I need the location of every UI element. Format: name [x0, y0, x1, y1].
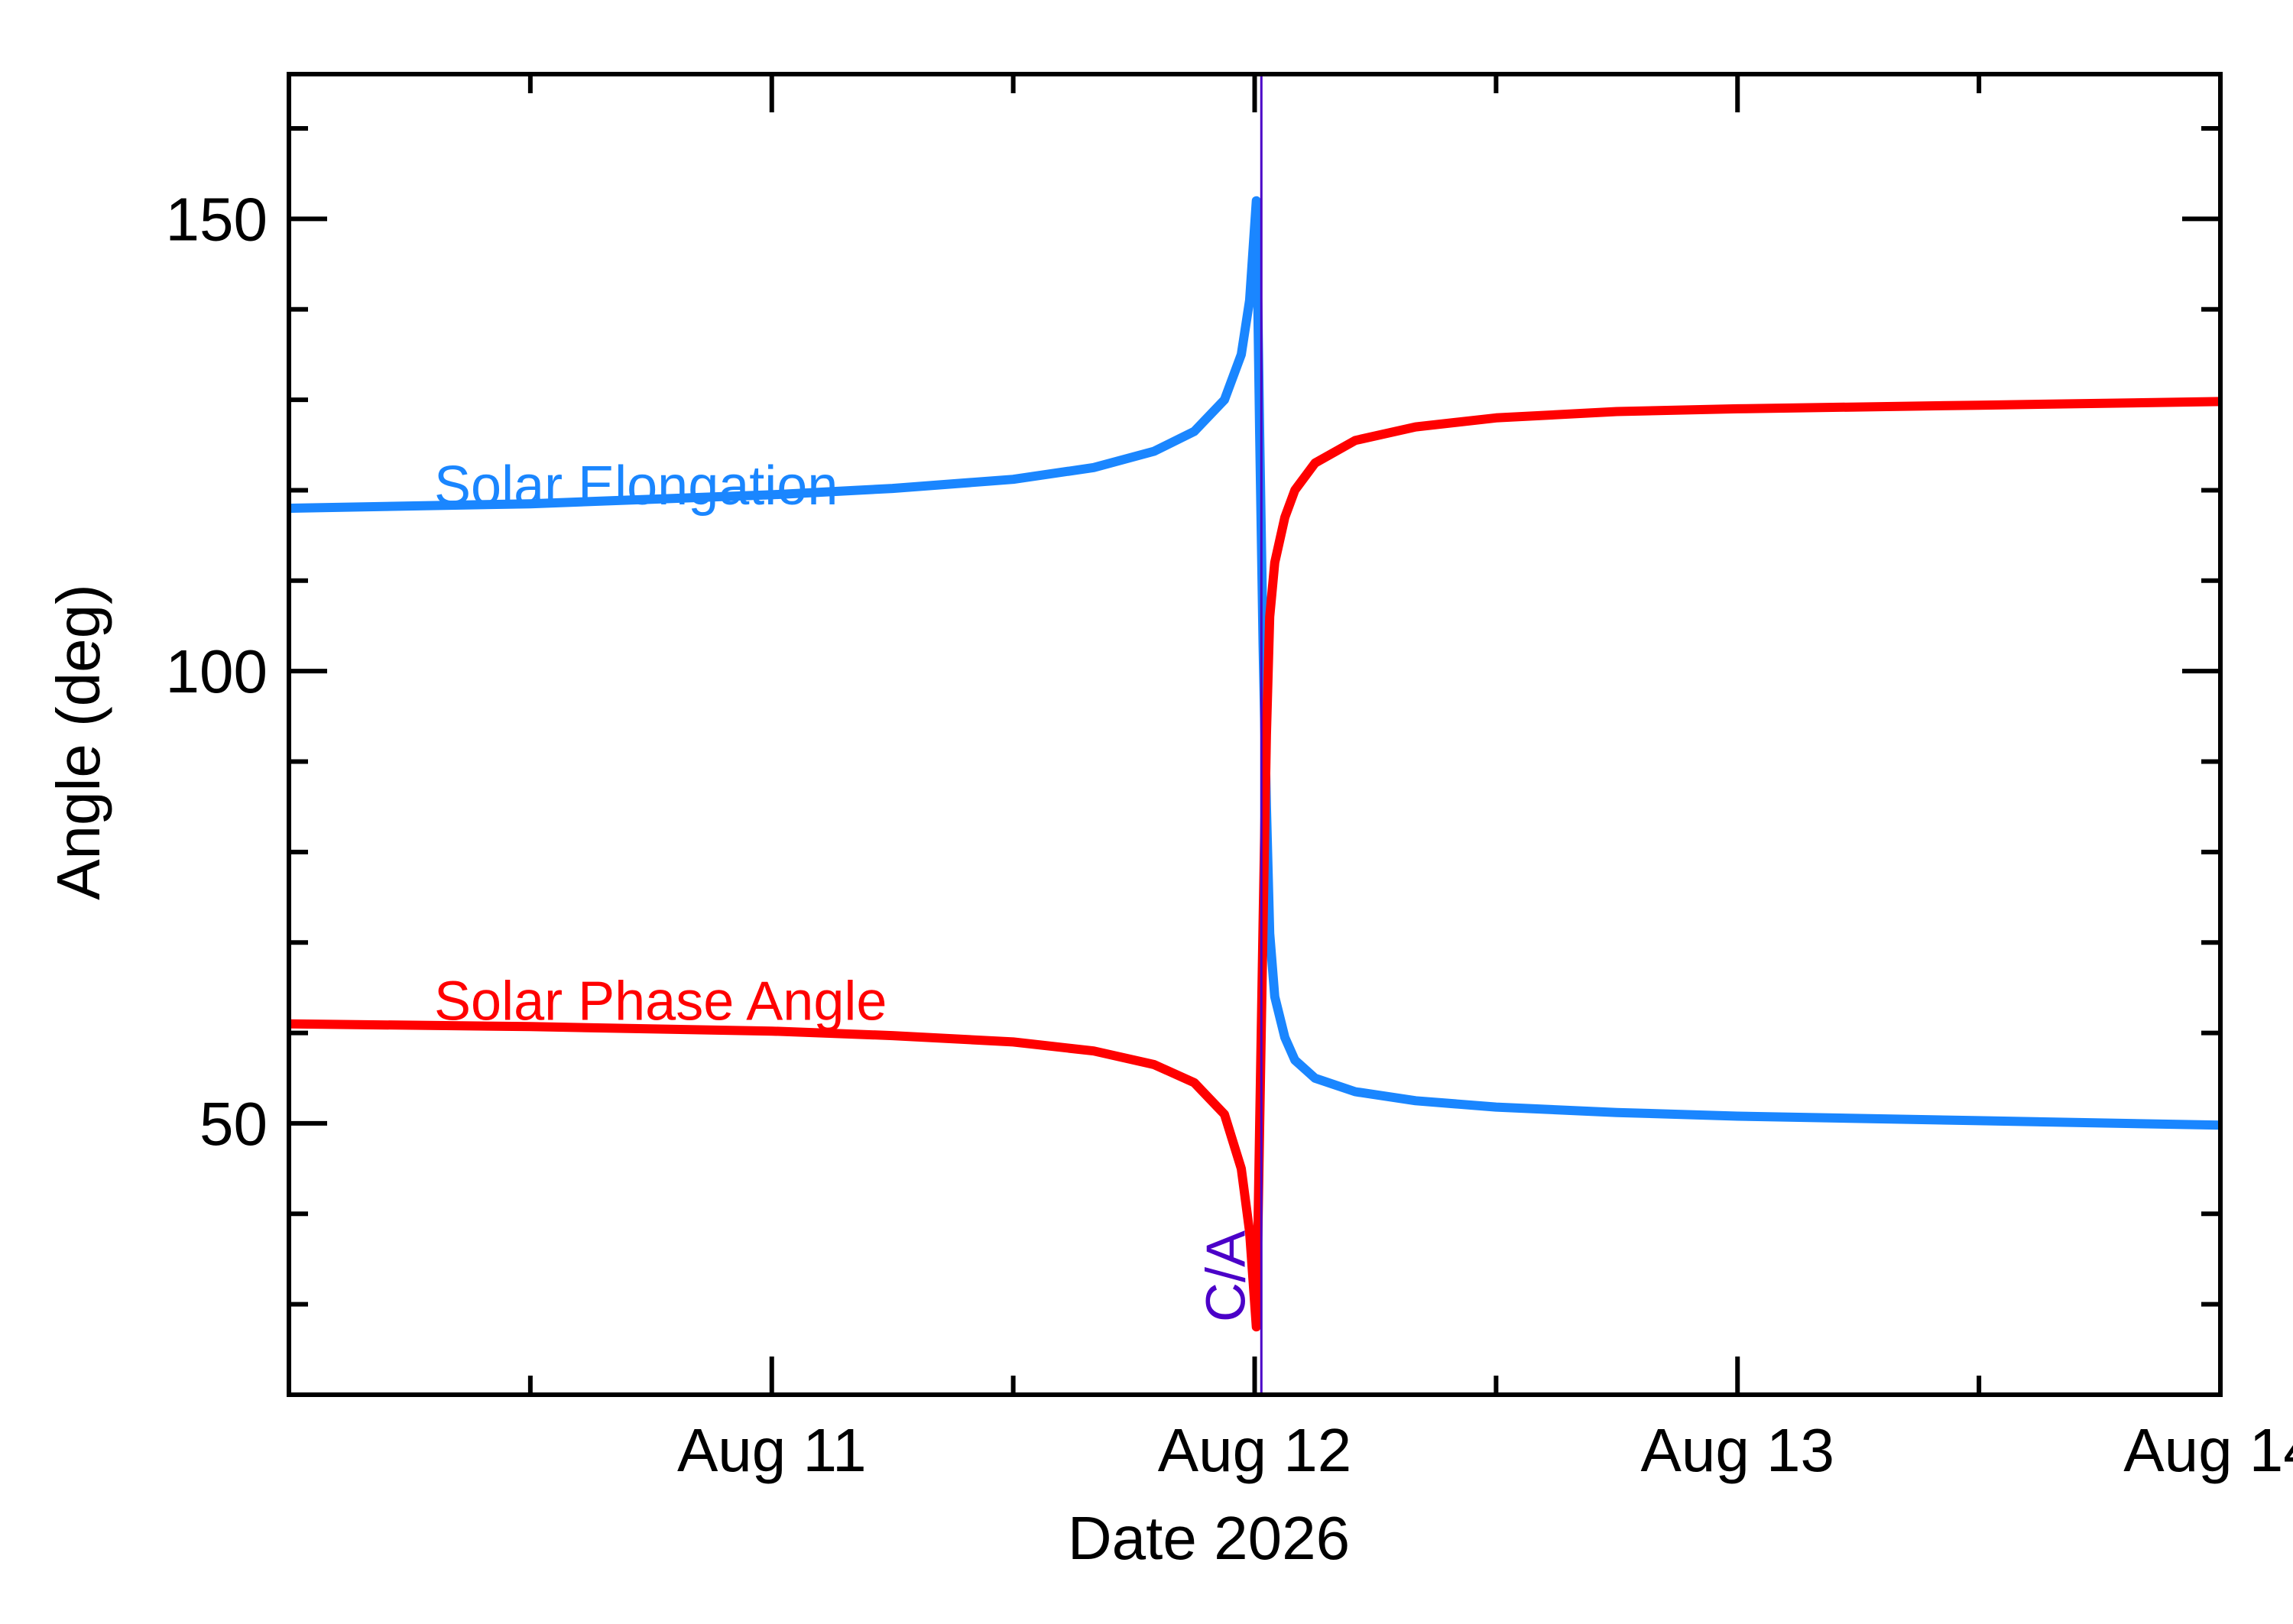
x-tick-label: Aug 14 [2123, 1416, 2293, 1484]
y-tick-label: 100 [166, 637, 268, 705]
tick-labels: 50 100 150 Aug 11 Aug 12 Aug 13 Aug 14 [166, 185, 2293, 1484]
solar-elongation-line [289, 196, 2220, 1130]
solar-phase-angle-label: Solar Phase Angle [434, 971, 887, 1032]
y-tick-label: 150 [166, 185, 268, 253]
series-labels: Solar Elongation Solar Phase Angle [434, 455, 887, 1032]
x-tick-label: Aug 11 [677, 1416, 867, 1484]
closest-approach-marker: C/A [1195, 74, 1263, 1395]
y-tick-label: 50 [199, 1090, 268, 1158]
ca-label: C/A [1195, 1230, 1257, 1322]
y-axis-title: Angle (deg) [44, 584, 112, 900]
x-tick-label: Aug 12 [1158, 1416, 1352, 1484]
plot-frame [287, 72, 2223, 1397]
solar-phase-angle-line [289, 397, 2220, 1332]
solar-elongation-label: Solar Elongation [434, 455, 838, 517]
series-lines [289, 196, 2220, 1332]
x-tick-label: Aug 13 [1640, 1416, 1834, 1484]
x-axis-title: Date 2026 [1068, 1504, 1350, 1572]
axis-ticks [289, 74, 2223, 1395]
